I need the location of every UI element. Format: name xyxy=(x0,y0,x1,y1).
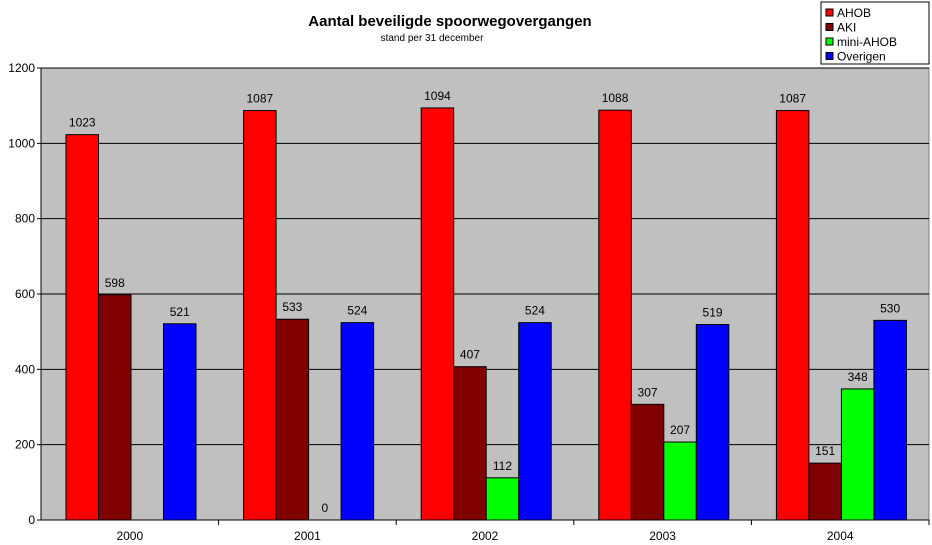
bar-ahob-2003 xyxy=(598,109,632,521)
data-label: 598 xyxy=(105,276,125,290)
x-axis: 2000 2001 2002 2003 2004 xyxy=(41,519,930,543)
y-tick-label: 1000 xyxy=(8,136,35,150)
y-axis: 0 200 400 600 800 1000 1200 xyxy=(8,61,42,527)
data-label: 151 xyxy=(815,444,835,458)
y-tick-label: 600 xyxy=(15,287,35,301)
legend-swatch-mini-ahob xyxy=(825,37,834,46)
x-tick-label: 2002 xyxy=(472,529,499,543)
bar-overigen-2001 xyxy=(340,322,375,521)
bar-mini-ahob-2004 xyxy=(840,388,875,521)
bar-aki-2002 xyxy=(453,366,487,521)
data-label: 0 xyxy=(322,501,329,515)
bar-overigen-2002 xyxy=(518,322,552,521)
legend-swatch-aki xyxy=(825,23,834,31)
chart-subtitle: stand per 31 december xyxy=(381,33,485,44)
data-label: 519 xyxy=(703,306,723,320)
data-label: 1023 xyxy=(69,116,96,130)
legend-swatch-ahob xyxy=(825,8,834,17)
x-tick-label: 2000 xyxy=(116,529,143,543)
y-tick-label: 0 xyxy=(28,513,35,527)
bar-ahob-2004 xyxy=(775,110,810,521)
data-label: 207 xyxy=(670,423,690,437)
data-label: 521 xyxy=(170,305,190,319)
legend-box xyxy=(820,1,930,65)
data-label: 348 xyxy=(848,370,868,384)
bar-aki-2000 xyxy=(98,294,132,521)
data-label: 307 xyxy=(638,385,658,399)
bar-overigen-2004 xyxy=(873,319,907,521)
data-label: 1087 xyxy=(246,92,273,106)
legend-label-ahob: AHOB xyxy=(837,6,871,20)
x-tick-label: 2003 xyxy=(649,529,676,543)
y-tick-label: 800 xyxy=(15,212,35,226)
bar-aki-2003 xyxy=(630,403,665,521)
legend-swatch-overigen xyxy=(825,52,834,60)
y-tick-label: 1200 xyxy=(8,61,35,75)
data-label: 524 xyxy=(347,304,367,318)
chart-title: Aantal beveiligde spoorwegovergangen xyxy=(308,13,591,30)
bar-ahob-2002 xyxy=(420,107,455,521)
bar-ahob-2001 xyxy=(243,110,277,521)
bars xyxy=(65,107,907,521)
bar-mini-ahob-2003 xyxy=(663,441,697,521)
data-label: 1087 xyxy=(779,92,806,106)
bar-ahob-2000 xyxy=(65,134,99,521)
data-label: 1094 xyxy=(424,89,451,103)
data-label: 407 xyxy=(460,348,480,362)
bar-overigen-2003 xyxy=(695,324,730,521)
bar-aki-2001 xyxy=(275,318,310,521)
bar-overigen-2000 xyxy=(163,323,197,521)
data-label: 1088 xyxy=(602,91,629,105)
data-label: 112 xyxy=(493,459,512,473)
legend-label-overigen: Overigen xyxy=(837,50,886,64)
data-label: 530 xyxy=(880,301,900,315)
x-tick-label: 2004 xyxy=(827,529,854,543)
bar-mini-ahob-2002 xyxy=(485,477,520,521)
y-tick-label: 400 xyxy=(15,362,35,376)
legend-label-mini-ahob: mini-AHOB xyxy=(837,35,897,49)
data-label: 533 xyxy=(282,300,302,314)
bar-aki-2004 xyxy=(808,462,842,521)
y-tick-label: 200 xyxy=(15,438,35,452)
x-tick-label: 2001 xyxy=(294,529,321,543)
data-label: 524 xyxy=(525,304,545,318)
data-labels: 1023 598 521 1087 533 0 524 1094 407 112 524 1088 30… xyxy=(69,89,901,515)
legend-label-aki: AKI xyxy=(837,21,856,35)
